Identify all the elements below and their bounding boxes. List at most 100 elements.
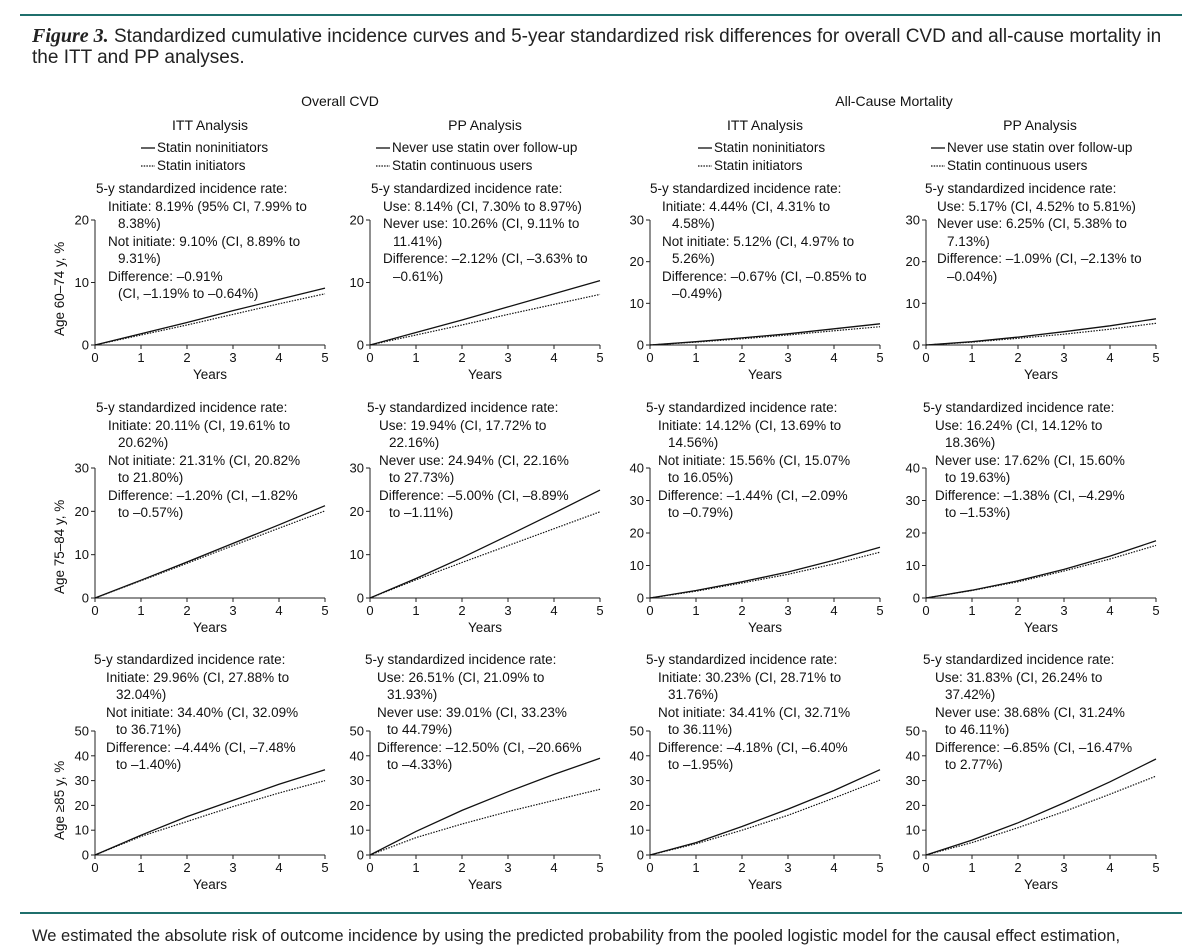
annotation-line: Use: 16.24% (CI, 14.12% to (935, 417, 1103, 433)
y-tick-label: 0 (913, 848, 920, 863)
y-tick-label: 40 (75, 748, 89, 763)
annotation-line: Not initiate: 5.12% (CI, 4.97% to (662, 233, 855, 249)
x-tick-label: 5 (321, 603, 328, 618)
x-tick-label: 2 (458, 603, 465, 618)
x-tick-label: 0 (922, 603, 929, 618)
annotation-title: 5-y standardized incidence rate: (367, 400, 559, 415)
x-axis-label: Years (468, 620, 502, 635)
x-tick-label: 0 (646, 350, 653, 365)
x-tick-label: 5 (876, 860, 883, 875)
legend: Statin noninitiators Statin initiators (140, 139, 268, 175)
annotation-line: to –1.40%) (116, 757, 182, 772)
x-tick-label: 1 (412, 860, 419, 875)
figure-caption: Standardized cumulative incidence curves… (32, 26, 1162, 68)
annotation-line: to 2.77%) (945, 757, 1003, 772)
y-tick-label: 10 (906, 558, 920, 573)
annotation-title: 5-y standardized incidence rate: (923, 652, 1115, 667)
y-tick-label: 30 (906, 213, 920, 228)
annotation-block: 5-y standardized incidence rate: Initiat… (94, 651, 298, 774)
y-tick-label: 20 (630, 526, 644, 541)
annotation-title: 5-y standardized incidence rate: (646, 400, 838, 415)
legend-entry: Statin noninitiators (157, 140, 269, 155)
y-tick-label: 40 (630, 748, 644, 763)
x-tick-label: 4 (830, 603, 837, 618)
series-line-dotted (649, 779, 881, 856)
x-tick-label: 3 (504, 350, 511, 365)
x-tick-label: 1 (968, 350, 975, 365)
legend: Statin noninitiators Statin initiators (697, 139, 825, 175)
series-line-solid (649, 769, 881, 856)
series-line-dotted (369, 293, 601, 346)
x-tick-label: 1 (137, 860, 144, 875)
legend: Never use statin over follow-up Statin c… (375, 139, 577, 175)
annotation-line: Use: 8.14% (CI, 7.30% to 8.97%) (383, 198, 582, 214)
x-tick-label: 2 (738, 603, 745, 618)
x-tick-label: 3 (229, 603, 236, 618)
annotation-line: to –4.33%) (387, 757, 453, 772)
x-tick-label: 5 (1152, 860, 1159, 875)
x-tick-label: 0 (91, 860, 98, 875)
annotation-block: 5-y standardized incidence rate: Use: 16… (923, 399, 1125, 522)
x-tick-label: 1 (968, 860, 975, 875)
annotation-line: Difference: –1.44% (CI, –2.09% (658, 487, 848, 503)
bottom-rule (20, 912, 1182, 914)
annotation-title: 5-y standardized incidence rate: (650, 181, 842, 196)
legend: Never use statin over follow-up Statin c… (930, 139, 1132, 175)
annotation-line: 31.76%) (668, 687, 719, 702)
group-heading-mortality: All-Cause Mortality (835, 93, 953, 109)
annotation-line: Initiate: 20.11% (CI, 19.61% to (108, 417, 291, 433)
series-line-solid (369, 489, 601, 599)
annotation-line: Not initiate: 21.31% (CI, 20.82% (108, 452, 301, 468)
x-tick-label: 0 (366, 350, 373, 365)
x-tick-label: 0 (366, 603, 373, 618)
annotation-line: Difference: –12.50% (CI, –20.66% (377, 739, 582, 755)
annotation-line: Not initiate: 34.40% (CI, 32.09% (106, 704, 299, 720)
y-tick-label: 20 (350, 798, 364, 813)
y-tick-label: 0 (913, 591, 920, 606)
y-tick-label: 20 (906, 526, 920, 541)
annotation-title: 5-y standardized incidence rate: (365, 652, 557, 667)
y-tick-label: 20 (350, 213, 364, 228)
annotation-line: Difference: –1.20% (CI, –1.82% (108, 487, 298, 503)
x-tick-label: 0 (91, 603, 98, 618)
annotation-line: Never use: 6.25% (CI, 5.38% to (937, 216, 1127, 231)
x-tick-label: 5 (876, 350, 883, 365)
x-axis-label: Years (1024, 620, 1058, 635)
x-tick-label: 5 (1152, 603, 1159, 618)
annotation-line: Difference: –1.38% (CI, –4.29% (935, 487, 1125, 503)
legend-solid-swatch (376, 147, 390, 149)
annotation-line: Never use: 38.68% (CI, 31.24% (935, 704, 1125, 720)
annotation-title: 5-y standardized incidence rate: (96, 400, 288, 415)
annotation-block: 5-y standardized incidence rate: Initiat… (646, 651, 850, 774)
figure-label: Figure 3. (32, 25, 109, 47)
series-line-dotted (925, 775, 1157, 856)
annotation-line: Not initiate: 9.10% (CI, 8.89% to (108, 233, 301, 249)
annotation-line: (CI, –1.19% to –0.64%) (118, 286, 259, 301)
x-tick-label: 5 (321, 350, 328, 365)
x-tick-label: 2 (738, 350, 745, 365)
y-tick-label: 30 (630, 773, 644, 788)
y-tick-label: 20 (906, 798, 920, 813)
annotation-title: 5-y standardized incidence rate: (371, 181, 563, 196)
y-tick-label: 10 (630, 296, 644, 311)
annotation-title: 5-y standardized incidence rate: (96, 181, 288, 196)
x-tick-label: 4 (275, 603, 282, 618)
annotation-title: 5-y standardized incidence rate: (94, 652, 286, 667)
y-tick-label: 20 (350, 504, 364, 519)
annotation-title: 5-y standardized incidence rate: (925, 181, 1117, 196)
y-tick-label: 0 (82, 338, 89, 353)
y-tick-label: 0 (637, 338, 644, 353)
annotation-line: 14.56%) (668, 435, 719, 450)
annotation-line: 32.04%) (116, 687, 167, 702)
annotation-line: 18.36%) (945, 435, 996, 450)
x-tick-label: 4 (550, 860, 557, 875)
y-tick-label: 20 (630, 254, 644, 269)
y-tick-label: 20 (75, 504, 89, 519)
x-axis-label: Years (193, 620, 227, 635)
legend-solid-swatch (698, 147, 712, 149)
annotation-line: Use: 26.51% (CI, 21.09% to (377, 669, 545, 685)
x-tick-label: 5 (596, 350, 603, 365)
x-tick-label: 2 (183, 603, 190, 618)
column-heading: ITT Analysis (172, 117, 248, 133)
x-tick-label: 1 (137, 350, 144, 365)
